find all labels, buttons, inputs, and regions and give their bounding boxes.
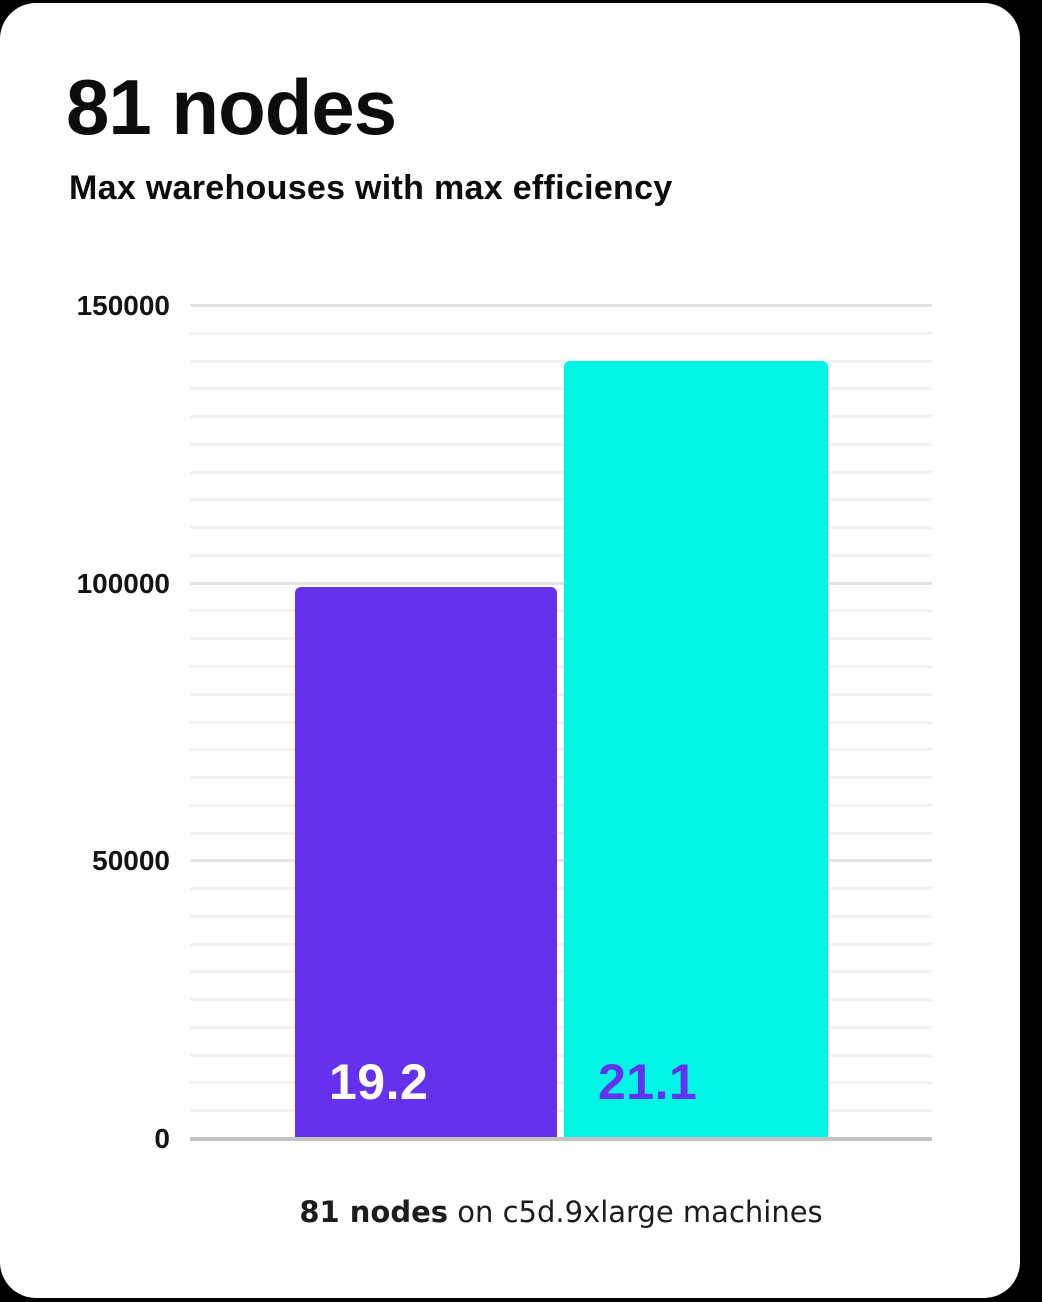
major-gridline	[190, 581, 932, 585]
minor-gridline	[190, 553, 932, 557]
minor-gridline	[190, 803, 932, 807]
minor-gridline	[190, 970, 932, 974]
bar-right-value-label: 21.1	[598, 1054, 698, 1110]
minor-gridline	[190, 526, 932, 530]
minor-gridline	[190, 359, 932, 363]
minor-gridline	[190, 1053, 932, 1057]
bar-right: 21.1	[564, 360, 828, 1139]
caption-bold-text: 81 nodes	[299, 1195, 449, 1229]
y-axis-labels: 150000 100000 50000 0	[0, 290, 170, 1154]
page-title: 81 nodes	[66, 63, 397, 151]
minor-gridline	[190, 942, 932, 946]
minor-gridline	[190, 387, 932, 391]
plot-area: 19.2 21.1	[190, 304, 932, 1141]
minor-gridline	[190, 887, 932, 891]
minor-gridline	[190, 776, 932, 780]
minor-gridline	[190, 831, 932, 835]
y-axis-tick-label: 50000	[92, 845, 170, 877]
minor-gridline	[190, 609, 932, 613]
chart-card: 81 nodes Max warehouses with max efficie…	[0, 3, 1020, 1298]
minor-gridline	[190, 1081, 932, 1085]
minor-gridline	[190, 442, 932, 446]
bar-left: 19.2	[295, 587, 557, 1139]
minor-gridline	[190, 498, 932, 502]
major-gridline	[190, 859, 932, 863]
y-axis-tick-label: 100000	[76, 567, 170, 599]
minor-gridline	[190, 637, 932, 641]
minor-gridline	[190, 998, 932, 1002]
minor-gridline	[190, 664, 932, 668]
minor-gridline	[190, 692, 932, 696]
minor-gridline	[190, 720, 932, 724]
minor-gridline	[190, 748, 932, 752]
minor-gridline	[190, 1109, 932, 1113]
caption-regular-text: on c5d.9xlarge machines	[448, 1195, 823, 1229]
page-subtitle: Max warehouses with max efficiency	[69, 169, 673, 207]
minor-gridline	[190, 914, 932, 918]
y-axis-tick-label: 0	[154, 1123, 170, 1154]
gridlines	[190, 304, 932, 1139]
minor-gridline	[190, 470, 932, 474]
bar-left-value-label: 19.2	[329, 1054, 429, 1110]
minor-gridline	[190, 331, 932, 335]
x-axis-line	[190, 1137, 932, 1141]
minor-gridline	[190, 415, 932, 419]
major-gridline	[190, 304, 932, 307]
y-axis-tick-label: 150000	[76, 290, 170, 321]
minor-gridline	[190, 1025, 932, 1029]
chart-caption: 81 nodes on c5d.9xlarge machines	[140, 1195, 982, 1229]
